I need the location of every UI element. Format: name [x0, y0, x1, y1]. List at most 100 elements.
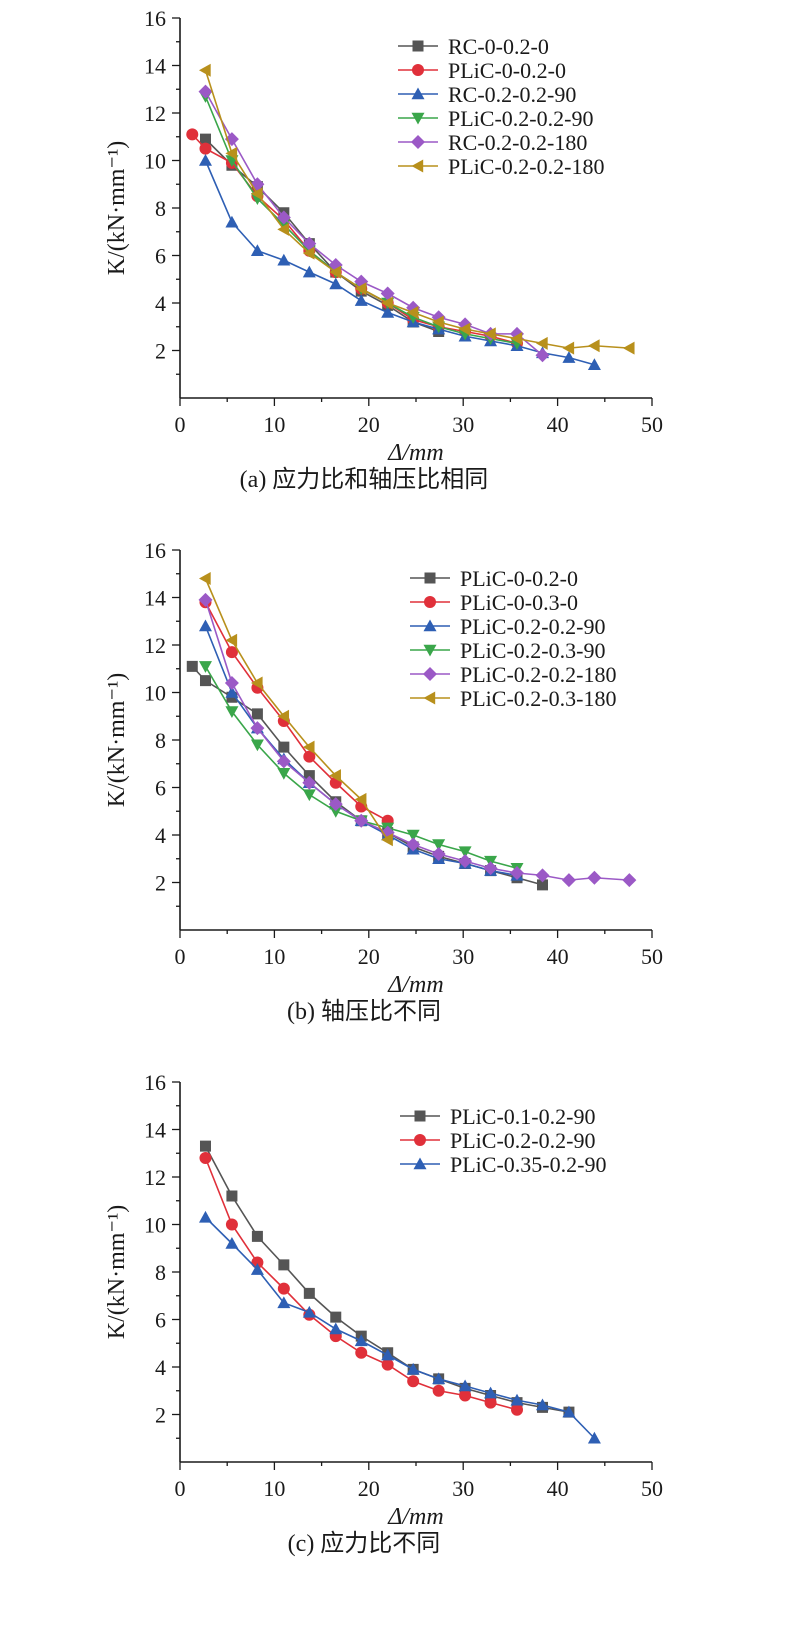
legend-label: PLiC-0.2-0.2-90 [460, 614, 605, 639]
data-point [562, 1405, 576, 1418]
data-point [432, 839, 446, 851]
data-point [432, 315, 444, 329]
data-point [198, 84, 213, 99]
data-point [587, 870, 602, 885]
y-tick-label: 6 [155, 1308, 166, 1333]
chart-panel-2: 2 4 6 8 10 12 14 16 0 10 20 30 40 50 Δ/mm K/(kN·mm⁻¹) PL… [104, 538, 663, 1025]
data-point [381, 296, 393, 310]
y-tick-label: 10 [144, 1213, 166, 1238]
y-tick-label: 14 [144, 586, 166, 611]
legend-marker [412, 64, 424, 76]
legend-marker [424, 572, 436, 584]
series-line [204, 1145, 570, 1413]
data-point [432, 1384, 445, 1397]
y-tick-label: 16 [144, 1070, 166, 1095]
data-point [329, 769, 341, 783]
legend-marker [423, 644, 437, 657]
data-point [458, 322, 471, 336]
data-point [354, 294, 368, 306]
y-tick-label: 4 [155, 1355, 166, 1380]
y-tick-label: 4 [155, 823, 166, 848]
data-point [225, 215, 239, 228]
data-point [250, 1263, 264, 1275]
legend-label: PLiC-0-0.2-0 [448, 58, 566, 83]
data-point [381, 1348, 395, 1361]
series-3 [198, 1210, 601, 1444]
data-point [277, 709, 290, 723]
data-point [302, 775, 317, 790]
data-point [381, 1358, 394, 1371]
data-point [277, 1296, 291, 1309]
legend-item: RC-0.2-0.2-90 [398, 82, 576, 107]
x-tick-label: 50 [641, 944, 663, 969]
data-point [355, 1346, 368, 1359]
series-line [204, 1157, 518, 1411]
x-tick-label: 0 [175, 412, 186, 437]
data-point [198, 1210, 212, 1223]
x-axis-title: Δ/mm [387, 972, 443, 998]
data-point [329, 1322, 343, 1335]
data-point [431, 847, 446, 861]
data-point [277, 253, 291, 266]
data-point [250, 721, 265, 736]
data-point [251, 1230, 263, 1242]
legend-marker [411, 87, 425, 100]
y-tick-label: 6 [155, 776, 166, 801]
legend-label: RC-0.2-0.2-90 [448, 82, 576, 107]
y-axis-title: K/(kN·mm⁻¹) [104, 1205, 130, 1340]
data-point [225, 1218, 238, 1231]
legend-marker [411, 135, 425, 149]
data-point [199, 133, 211, 145]
y-tick-label: 12 [144, 101, 166, 126]
data-point [354, 813, 369, 828]
data-point [199, 675, 211, 687]
data-point [225, 706, 239, 718]
legend-item: PLiC-0.35-0.2-90 [400, 1152, 606, 1177]
data-point [224, 676, 239, 690]
legend-item: PLiC-0.2-0.3-180 [410, 686, 616, 711]
legend-label: PLiC-0.2-0.3-90 [460, 638, 605, 663]
data-point [277, 222, 290, 236]
data-point [250, 739, 264, 752]
data-point [561, 873, 576, 888]
legend-marker [423, 619, 437, 632]
legend-marker [411, 159, 424, 173]
data-point [225, 633, 238, 647]
legend-item: PLiC-0.2-0.2-180 [398, 154, 604, 179]
data-point [510, 866, 525, 880]
x-tick-label: 10 [263, 944, 285, 969]
data-point [302, 740, 315, 754]
data-point [198, 661, 212, 673]
data-point [278, 741, 290, 753]
data-point [250, 244, 264, 256]
series-2 [199, 1152, 524, 1416]
data-point [303, 1287, 315, 1299]
y-tick-label: 14 [144, 54, 166, 79]
x-tick-label: 20 [358, 1476, 380, 1501]
data-point [198, 154, 212, 166]
legend-item: PLiC-0.2-0.2-90 [398, 106, 593, 131]
x-tick-label: 30 [452, 944, 474, 969]
y-axis-title: K/(kN·mm⁻¹) [104, 141, 130, 276]
x-tick-label: 30 [452, 1476, 474, 1501]
y-tick-label: 8 [155, 1260, 166, 1285]
data-point [536, 879, 548, 891]
legend-item: PLiC-0-0.2-0 [410, 566, 578, 591]
x-tick-label: 0 [175, 1476, 186, 1501]
data-point [406, 306, 419, 319]
legend-marker [424, 596, 436, 608]
data-point [186, 128, 199, 141]
panel-caption: (c) 应力比不同 [288, 1530, 441, 1557]
y-axis-title: K/(kN·mm⁻¹) [104, 673, 130, 808]
data-point [510, 332, 523, 346]
legend-item: PLiC-0-0.2-0 [398, 58, 566, 83]
y-tick-label: 4 [155, 291, 166, 316]
data-point [484, 1396, 497, 1409]
y-tick-label: 10 [144, 149, 166, 174]
data-point [250, 187, 263, 201]
data-point [198, 63, 211, 77]
legend-label: PLiC-0-0.3-0 [460, 590, 578, 615]
data-point [459, 1389, 472, 1402]
legend-label: RC-0-0.2-0 [448, 34, 549, 59]
data-point [277, 219, 291, 232]
